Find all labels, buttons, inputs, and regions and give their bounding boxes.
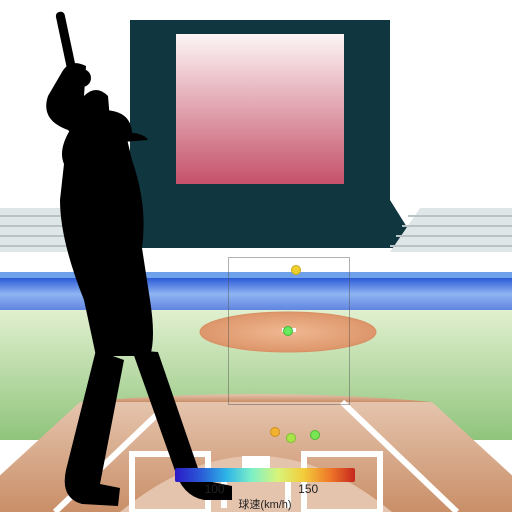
pitch-marker xyxy=(310,430,320,440)
pitch-marker xyxy=(283,326,293,336)
pitch-marker xyxy=(270,427,280,437)
pitch-marker xyxy=(286,433,296,443)
pitch-layer xyxy=(0,0,512,512)
pitch-marker xyxy=(291,265,301,275)
colorbar-ticks: 100 150 xyxy=(175,482,355,496)
speed-colorbar: 100 150 球速(km/h) xyxy=(175,468,355,512)
pitch-location-chart: 100 150 球速(km/h) xyxy=(0,0,512,512)
colorbar-tick: 100 xyxy=(205,482,225,496)
colorbar-tick: 150 xyxy=(298,482,318,496)
colorbar-axis-label: 球速(km/h) xyxy=(175,496,355,512)
colorbar-gradient xyxy=(175,468,355,482)
